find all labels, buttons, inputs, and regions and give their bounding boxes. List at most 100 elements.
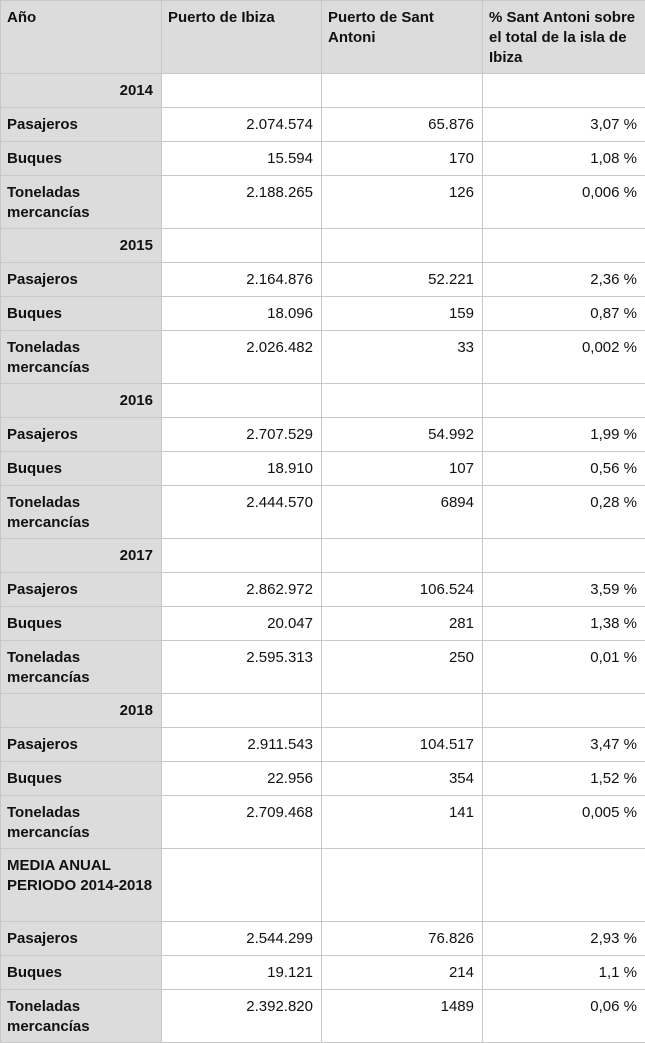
percentage-value: 0,06 % — [483, 990, 645, 1043]
empty-cell — [322, 384, 483, 418]
empty-cell — [322, 229, 483, 263]
header-percentage: % Sant Antoni sobre el total de la isla … — [483, 1, 645, 74]
sant-antoni-value: 76.826 — [322, 922, 483, 956]
percentage-value: 0,56 % — [483, 452, 645, 486]
header-year: Año — [1, 1, 162, 74]
row-label-pasajeros: Pasajeros — [1, 263, 162, 297]
percentage-value: 3,47 % — [483, 728, 645, 762]
row-label-toneladas-mercancias: Toneladas mercancías — [1, 176, 162, 229]
row-label-buques: Buques — [1, 297, 162, 331]
ibiza-value: 19.121 — [162, 956, 322, 990]
sant-antoni-value: 54.992 — [322, 418, 483, 452]
header-ibiza-port: Puerto de Ibiza — [162, 1, 322, 74]
row-label-buques: Buques — [1, 142, 162, 176]
empty-cell — [322, 849, 483, 922]
row-label-buques: Buques — [1, 762, 162, 796]
percentage-value: 0,002 % — [483, 331, 645, 384]
row-label-pasajeros: Pasajeros — [1, 418, 162, 452]
empty-cell — [162, 849, 322, 922]
section-label: MEDIA ANUAL PERIODO 2014-2018 — [1, 849, 162, 922]
percentage-value: 1,38 % — [483, 607, 645, 641]
empty-cell — [483, 229, 645, 263]
sant-antoni-value: 33 — [322, 331, 483, 384]
empty-cell — [483, 849, 645, 922]
year-label: 2017 — [1, 539, 162, 573]
sant-antoni-value: 141 — [322, 796, 483, 849]
sant-antoni-value: 159 — [322, 297, 483, 331]
year-label: 2016 — [1, 384, 162, 418]
percentage-value: 2,93 % — [483, 922, 645, 956]
percentage-value: 0,28 % — [483, 486, 645, 539]
empty-cell — [483, 384, 645, 418]
percentage-value: 1,1 % — [483, 956, 645, 990]
ibiza-value: 2.709.468 — [162, 796, 322, 849]
ibiza-value: 2.074.574 — [162, 108, 322, 142]
header-sant-antoni-port: Puerto de Sant Antoni — [322, 1, 483, 74]
empty-cell — [162, 539, 322, 573]
year-row: 2014 — [1, 74, 645, 108]
empty-cell — [483, 694, 645, 728]
sant-antoni-value: 281 — [322, 607, 483, 641]
percentage-value: 0,01 % — [483, 641, 645, 694]
sant-antoni-value: 1489 — [322, 990, 483, 1043]
sant-antoni-value: 170 — [322, 142, 483, 176]
row-label-toneladas-mercancias: Toneladas mercancías — [1, 641, 162, 694]
year-label: 2018 — [1, 694, 162, 728]
empty-cell — [322, 694, 483, 728]
ibiza-value: 18.096 — [162, 297, 322, 331]
percentage-value: 3,07 % — [483, 108, 645, 142]
year-row: 2018 — [1, 694, 645, 728]
year-row: 2017 — [1, 539, 645, 573]
percentage-value: 2,36 % — [483, 263, 645, 297]
sant-antoni-value: 106.524 — [322, 573, 483, 607]
section-row: MEDIA ANUAL PERIODO 2014-2018 — [1, 849, 645, 922]
percentage-value: 0,005 % — [483, 796, 645, 849]
ibiza-value: 18.910 — [162, 452, 322, 486]
empty-cell — [162, 229, 322, 263]
ibiza-value: 15.594 — [162, 142, 322, 176]
year-label: 2015 — [1, 229, 162, 263]
row-label-pasajeros: Pasajeros — [1, 728, 162, 762]
sant-antoni-value: 354 — [322, 762, 483, 796]
ibiza-value: 2.392.820 — [162, 990, 322, 1043]
percentage-value: 0,006 % — [483, 176, 645, 229]
empty-cell — [162, 384, 322, 418]
empty-cell — [322, 539, 483, 573]
sant-antoni-value: 104.517 — [322, 728, 483, 762]
row-label-pasajeros: Pasajeros — [1, 108, 162, 142]
row-label-toneladas-mercancias: Toneladas mercancías — [1, 796, 162, 849]
sant-antoni-value: 52.221 — [322, 263, 483, 297]
sant-antoni-value: 214 — [322, 956, 483, 990]
ibiza-value: 2.862.972 — [162, 573, 322, 607]
row-label-toneladas-mercancias: Toneladas mercancías — [1, 990, 162, 1043]
ibiza-value: 2.188.265 — [162, 176, 322, 229]
empty-cell — [483, 539, 645, 573]
sant-antoni-value: 65.876 — [322, 108, 483, 142]
row-label-buques: Buques — [1, 607, 162, 641]
ibiza-value: 2.444.570 — [162, 486, 322, 539]
ibiza-value: 2.026.482 — [162, 331, 322, 384]
sant-antoni-value: 107 — [322, 452, 483, 486]
empty-cell — [162, 74, 322, 108]
year-row: 2016 — [1, 384, 645, 418]
header-row: Año Puerto de Ibiza Puerto de Sant Anton… — [1, 1, 645, 74]
row-label-buques: Buques — [1, 452, 162, 486]
year-row: 2015 — [1, 229, 645, 263]
percentage-value: 3,59 % — [483, 573, 645, 607]
ibiza-value: 2.707.529 — [162, 418, 322, 452]
ibiza-value: 2.544.299 — [162, 922, 322, 956]
sant-antoni-value: 6894 — [322, 486, 483, 539]
